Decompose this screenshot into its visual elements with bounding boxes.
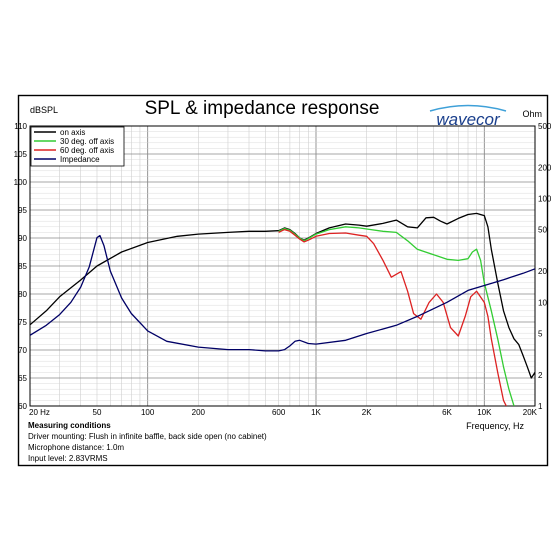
x-tick-label: 1K: [311, 408, 321, 417]
y-ticks: 110 105 100 95 90 85 80 75 70 65 60: [14, 122, 28, 411]
brand-logo: wavecor: [436, 110, 501, 129]
series-group: [30, 212, 535, 406]
grid: [29, 125, 536, 407]
legend-label-on-axis: on axis: [60, 128, 85, 137]
conditions-line-mounting: Driver mounting: Flush in infinite baffl…: [28, 432, 267, 441]
y-tick-label: 85: [18, 262, 27, 271]
legend-label-60-deg-off-axis: 60 deg. off axis: [60, 146, 114, 155]
y2-tick-label: 20: [538, 267, 547, 276]
legend-label-impedance: Impedance: [60, 155, 100, 164]
x-tick-label: 600: [272, 408, 286, 417]
x-tick-label: 10K: [477, 408, 492, 417]
conditions-line-distance: Microphone distance: 1.0m: [28, 443, 124, 452]
x-tick-label: 20 Hz: [29, 408, 50, 417]
y2-tick-label: 1: [538, 402, 543, 411]
x-tick-label: 6K: [442, 408, 452, 417]
y2-ticks: 500 200 100 50 20 10 5 2 1: [538, 122, 552, 411]
y-tick-label: 105: [14, 150, 28, 159]
x-tick-label: 100: [141, 408, 155, 417]
y2-tick-label: 10: [538, 298, 547, 307]
y2-tick-label: 50: [538, 226, 547, 235]
x-ticks: 20 Hz 50 100 200 600 1K 2K 6K 10K 20K: [29, 408, 538, 417]
y2-tick-label: 2: [538, 371, 543, 380]
conditions-line-level: Input level: 2.83VRMS: [28, 454, 108, 463]
y-tick-label: 65: [18, 374, 27, 383]
plot-area: [29, 125, 536, 407]
y-tick-label: 75: [18, 318, 27, 327]
y-tick-label: 95: [18, 206, 27, 215]
y2-tick-label: 100: [538, 195, 552, 204]
y-tick-label: 110: [14, 122, 27, 131]
y-tick-label: 80: [18, 290, 27, 299]
x-tick-label: 200: [192, 408, 206, 417]
conditions-heading: Measuring conditions: [28, 421, 111, 430]
series-line-30-deg-off-axis: [278, 226, 515, 406]
y2-axis-label: Ohm: [522, 109, 542, 119]
x-tick-label: 20K: [523, 408, 538, 417]
x-axis-label: Frequency, Hz: [466, 421, 524, 431]
y-tick-label: 100: [14, 178, 28, 187]
series-line-impedance: [30, 234, 535, 352]
y-tick-label: 60: [18, 402, 27, 411]
x-tick-label: 2K: [362, 408, 372, 417]
y2-tick-label: 5: [538, 329, 543, 338]
series-line-on-axis: [30, 212, 535, 379]
y-tick-label: 70: [18, 346, 27, 355]
chart-title: SPL & impedance response: [145, 98, 380, 119]
x-tick-label: 50: [93, 408, 102, 417]
brand-swoosh: [429, 104, 507, 112]
y-tick-label: 90: [18, 234, 27, 243]
series-line-60-deg-off-axis: [278, 228, 507, 406]
legend-label-30-deg-off-axis: 30 deg. off axis: [60, 137, 114, 146]
y2-tick-label: 200: [538, 163, 552, 172]
y-axis-label: dBSPL: [30, 105, 58, 115]
y2-tick-label: 500: [538, 122, 552, 131]
